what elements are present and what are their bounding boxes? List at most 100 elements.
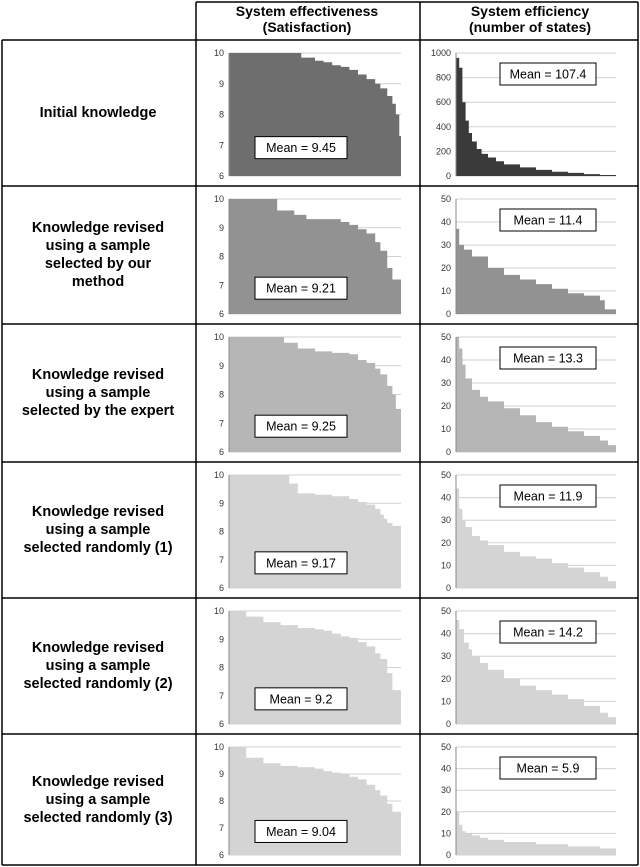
y-tick-label: 10 [214, 194, 224, 204]
y-tick-label: 6 [219, 583, 224, 593]
header-efficiency-subtitle: (number of states) [468, 19, 592, 35]
y-tick-label: 8 [219, 390, 224, 400]
mean-annotation: Mean = 9.25 [266, 420, 336, 434]
header-effectiveness-title: System effectiveness [235, 3, 379, 19]
y-tick-label: 20 [441, 538, 451, 548]
y-tick-label: 800 [436, 73, 451, 83]
mean-annotation-box [499, 346, 597, 370]
y-tick-label: 10 [214, 606, 224, 616]
row-label-line: method [71, 274, 125, 290]
row-label-line: selected randomly (1) [23, 540, 173, 556]
row-label-text: Knowledge revised using a sample selected … [23, 639, 172, 693]
y-tick-label: 10 [441, 828, 451, 838]
row-label-line: selected randomly (2) [23, 676, 173, 692]
y-tick-label: 40 [441, 764, 451, 774]
mean-annotation: Mean = 11.9 [514, 490, 583, 504]
y-tick-label: 50 [441, 332, 451, 342]
mean-annotation: Mean = 5.9 [517, 762, 580, 776]
row-label-line: selected by our [44, 256, 152, 272]
mean-annotation-box [254, 136, 348, 160]
area-series [456, 620, 616, 724]
y-tick-label: 8 [219, 796, 224, 806]
y-tick-label: 10 [214, 742, 224, 752]
y-tick-label: 600 [436, 97, 451, 107]
y-tick-label: 7 [219, 140, 224, 150]
row-label: Knowledge revised using a sample selected … [2, 186, 194, 324]
mean-annotation-box [499, 756, 597, 780]
y-tick-label: 10 [441, 286, 451, 296]
y-tick-label: 50 [441, 194, 451, 204]
y-tick-label: 1000 [431, 48, 451, 58]
area-series [456, 488, 616, 588]
area-series [456, 811, 616, 855]
row-label-line: Knowledge revised [31, 640, 165, 656]
mean-annotation-box [499, 62, 597, 86]
mean-annotation: Mean = 9.45 [266, 141, 336, 155]
mean-annotation-box [254, 551, 348, 575]
y-tick-label: 7 [219, 691, 224, 701]
y-tick-label: 8 [219, 110, 224, 120]
y-tick-label: 20 [441, 807, 451, 817]
y-tick-label: 40 [441, 355, 451, 365]
mean-annotation-box [254, 276, 348, 300]
y-tick-label: 0 [446, 171, 451, 181]
row-label-line: using a sample [45, 522, 151, 538]
mean-annotation-box [499, 620, 597, 644]
row-label: Knowledge revised using a sample selected … [2, 324, 194, 462]
area-series [456, 228, 616, 314]
y-tick-label: 200 [436, 146, 451, 156]
mean-annotation-box [499, 484, 597, 508]
y-tick-label: 6 [219, 171, 224, 181]
y-tick-label: 20 [441, 401, 451, 411]
y-tick-label: 0 [446, 850, 451, 860]
y-tick-label: 30 [441, 378, 451, 388]
y-tick-label: 400 [436, 122, 451, 132]
y-tick-label: 50 [441, 470, 451, 480]
y-tick-label: 10 [214, 470, 224, 480]
mean-annotation: Mean = 9.17 [266, 556, 336, 570]
row-label-text: Knowledge revised using a sample selected … [22, 366, 174, 420]
row-label: Knowledge revised using a sample selected … [2, 598, 194, 734]
row-label-text: Knowledge revised using a sample selected … [23, 773, 172, 827]
mean-annotation: Mean = 9.2 [270, 692, 333, 706]
header-efficiency: System efficiency (number of states) [420, 3, 640, 35]
y-tick-label: 9 [219, 361, 224, 371]
y-tick-label: 20 [441, 263, 451, 273]
y-tick-label: 9 [219, 634, 224, 644]
mean-annotation: Mean = 9.04 [266, 825, 336, 839]
mean-annotation: Mean = 11.4 [514, 214, 583, 228]
y-tick-label: 9 [219, 498, 224, 508]
row-label-line: selected randomly (3) [23, 809, 173, 826]
y-tick-label: 40 [441, 217, 451, 227]
y-tick-label: 7 [219, 823, 224, 833]
y-tick-label: 20 [441, 674, 451, 684]
row-label-text: Knowledge revised using a sample selected … [23, 503, 172, 557]
mean-annotation: Mean = 9.21 [266, 282, 336, 296]
y-tick-label: 0 [446, 309, 451, 319]
row-label-text: Initial knowledge [40, 104, 157, 122]
y-tick-label: 9 [219, 769, 224, 779]
mean-annotation-box [254, 414, 348, 438]
y-tick-label: 10 [441, 424, 451, 434]
y-tick-label: 6 [219, 309, 224, 319]
y-tick-label: 40 [441, 493, 451, 503]
header-efficiency-title: System efficiency [470, 3, 590, 19]
mean-annotation-box [499, 208, 597, 232]
mean-annotation: Mean = 14.2 [513, 626, 583, 640]
header-effectiveness: System effectiveness (Satisfaction) [196, 3, 418, 35]
row-label: Knowledge revised using a sample selected … [2, 462, 194, 598]
y-tick-label: 8 [219, 527, 224, 537]
y-tick-label: 40 [441, 629, 451, 639]
y-tick-label: 10 [214, 48, 224, 58]
y-tick-label: 30 [441, 515, 451, 525]
row-label-line: Knowledge revised [31, 220, 165, 236]
y-tick-label: 50 [441, 606, 451, 616]
row-label-line: Initial knowledge [39, 105, 157, 121]
